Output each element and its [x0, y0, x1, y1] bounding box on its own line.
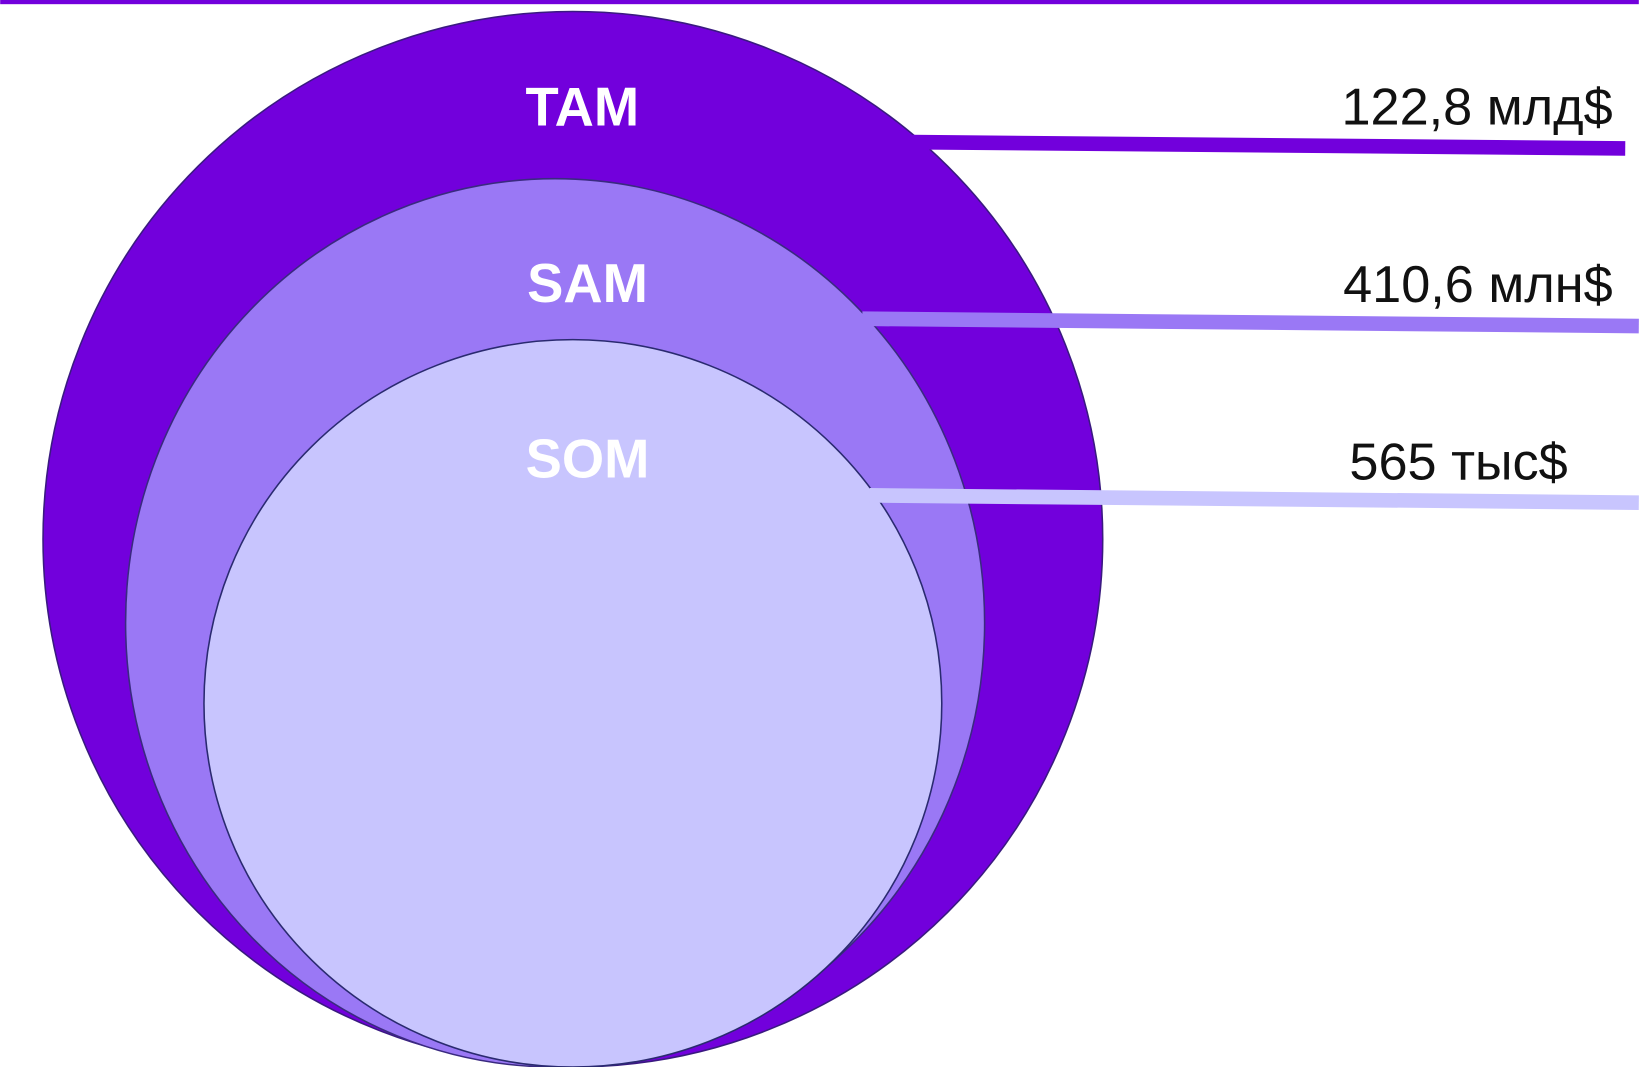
tam-label: TAM: [525, 76, 639, 137]
sam-value: 410,6 млн$: [1343, 256, 1613, 314]
tam-value: 122,8 млд$: [1341, 78, 1612, 136]
top-border: [0, 0, 1639, 5]
sam-leader: [862, 311, 1639, 334]
tam-leader: [912, 134, 1626, 156]
som-value: 565 тыс$: [1349, 434, 1567, 492]
som-label: SOM: [526, 429, 650, 490]
som-leader: [869, 488, 1639, 510]
som-circle: [203, 338, 943, 1067]
sam-label: SAM: [527, 253, 648, 314]
